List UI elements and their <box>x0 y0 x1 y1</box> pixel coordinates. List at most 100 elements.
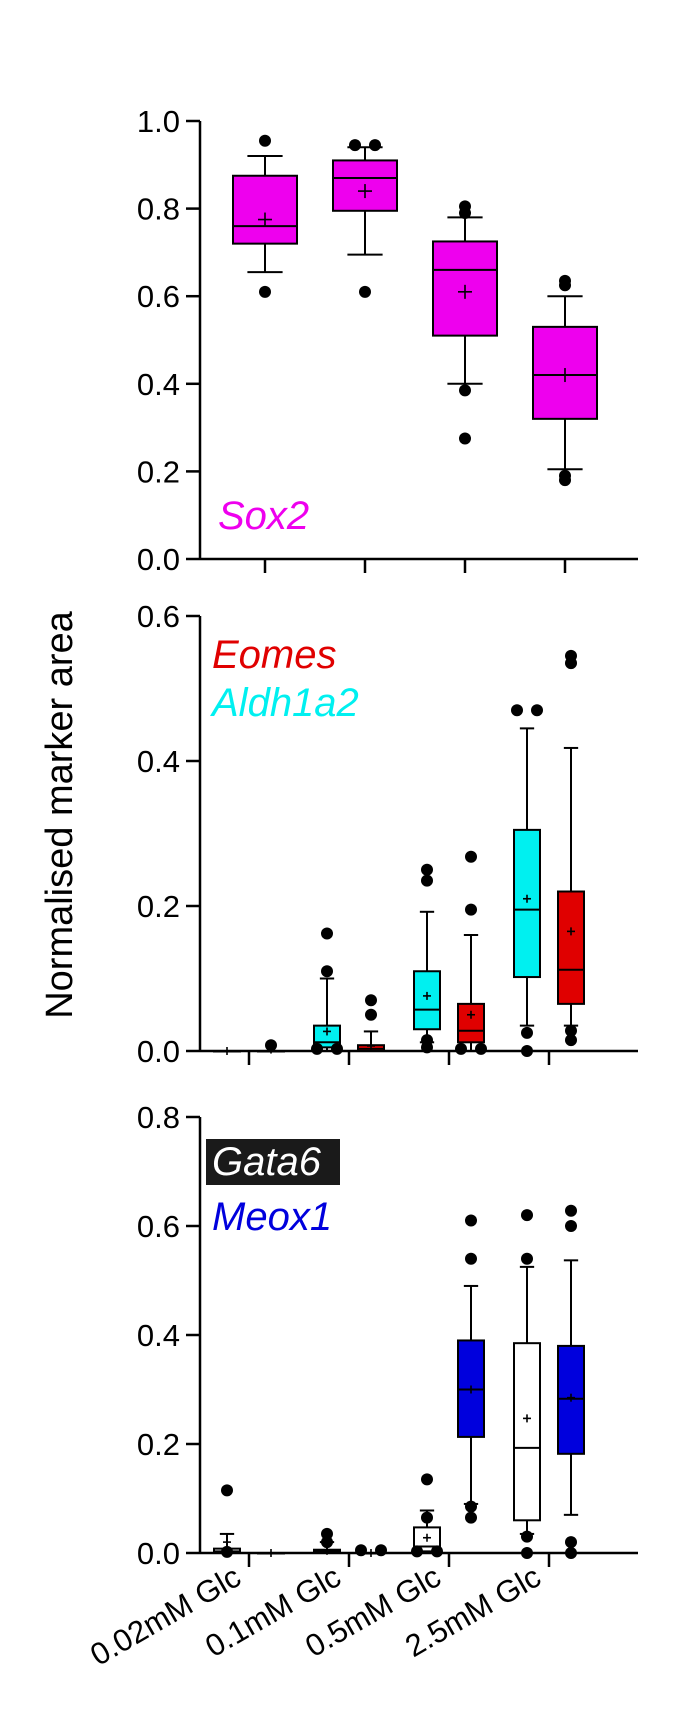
outlier-point <box>365 994 377 1007</box>
panel3-y-tick-label: 0.4 <box>137 1318 180 1353</box>
outlier-point <box>521 1547 533 1559</box>
panel3-y-tick-label: 0.2 <box>137 1427 180 1462</box>
outlier-point <box>465 1252 477 1265</box>
outlier-point <box>475 1042 487 1055</box>
panel2-aldh1a2-box <box>511 704 543 1057</box>
outlier-point <box>521 1209 533 1222</box>
outlier-point <box>565 1547 577 1559</box>
panel2-eomes-box <box>557 649 585 1047</box>
panel2-y-tick-label: 0.0 <box>137 1034 180 1069</box>
outlier-point <box>321 1527 333 1540</box>
panel2-aldh1a2-box <box>413 863 441 1054</box>
panel1-sox2-box <box>532 274 598 487</box>
panel3-gata6-box <box>313 1527 341 1555</box>
panel3-meox1-box <box>355 1544 387 1557</box>
panel3-meox1-box <box>557 1204 585 1559</box>
panel2-aldh1a2-box <box>213 1047 241 1055</box>
outlier-point <box>511 704 523 717</box>
panel3-legend-meox1: Meox1 <box>212 1195 332 1239</box>
outlier-point <box>421 1473 433 1486</box>
outlier-point <box>259 134 271 147</box>
panel3-y-tick-label: 0.0 <box>137 1536 180 1571</box>
iqr-box <box>457 1002 485 1044</box>
outlier-point <box>375 1544 387 1557</box>
outlier-point <box>465 1511 477 1524</box>
iqr-box <box>513 828 541 979</box>
outlier-point <box>565 649 577 662</box>
outlier-point <box>521 1530 533 1543</box>
panel1-legend-sox2: Sox2 <box>218 494 309 538</box>
outlier-point <box>369 139 381 152</box>
outlier-point <box>221 1484 233 1497</box>
outlier-point <box>221 1545 233 1558</box>
outlier-point <box>421 1034 433 1047</box>
outlier-point <box>559 274 571 287</box>
panel2-y-tick-label: 0.4 <box>137 744 180 779</box>
panel2-eomes-box <box>357 994 385 1052</box>
outlier-point <box>421 874 433 887</box>
panel2-y-tick-label: 0.2 <box>137 889 180 924</box>
panel1-y-tick-label: 0.4 <box>137 367 180 402</box>
panel3-y-tick-label: 0.8 <box>137 1100 180 1135</box>
outlier-point <box>459 384 471 397</box>
outlier-point <box>565 1204 577 1217</box>
outlier-point <box>465 850 477 863</box>
iqr-box <box>413 970 441 1031</box>
outlier-point <box>421 863 433 876</box>
chart-panels: 0.0 0.2 0.4 0.6 0.8 1.0 Sox2 0.0 0.2 0.4 0.6 EomesA… <box>137 104 638 1571</box>
panel3-meox1-box <box>457 1214 485 1524</box>
outlier-point <box>421 1511 433 1524</box>
outlier-point <box>431 1545 443 1558</box>
panel3-gata6-box <box>411 1473 443 1558</box>
outlier-point <box>465 1500 477 1513</box>
panel2-aldh1a2-box <box>311 927 343 1055</box>
outlier-point <box>531 704 543 717</box>
panel2-legend-aldh1a2: Aldh1a2 <box>210 681 359 725</box>
iqr-box <box>513 1342 541 1522</box>
panel3-y-tick-label: 0.6 <box>137 1209 180 1244</box>
panel3-gata6-box <box>213 1484 241 1558</box>
outlier-point <box>349 139 361 152</box>
panel1-sox2-box <box>232 134 298 298</box>
outlier-point <box>321 965 333 978</box>
panel2-eomes-box <box>257 1039 285 1054</box>
panel2-legend-eomes: Eomes <box>212 633 337 677</box>
outlier-point <box>265 1039 277 1052</box>
panel1-sox2-box <box>432 200 498 445</box>
outlier-point <box>559 469 571 482</box>
panel3-legend-gata6: Gata6 <box>212 1140 322 1184</box>
outlier-point <box>455 1042 467 1055</box>
iqr-box <box>532 325 598 420</box>
panel3-legend-bg <box>206 1139 340 1185</box>
outlier-point <box>311 1042 323 1055</box>
panel1-y-tick-label: 0.8 <box>137 192 180 227</box>
outlier-point <box>521 1026 533 1039</box>
panel1-y-tick-label: 0.6 <box>137 279 180 314</box>
panel3-gata6-box <box>513 1209 541 1559</box>
outlier-point <box>521 1045 533 1057</box>
outlier-point <box>521 1252 533 1265</box>
outlier-point <box>331 1042 343 1055</box>
outlier-point <box>565 1536 577 1549</box>
panel1-y-tick-label: 0.0 <box>137 542 180 577</box>
outlier-point <box>355 1544 367 1557</box>
y-axis-label: Normalised marker area <box>39 610 81 1018</box>
outlier-point <box>459 200 471 213</box>
outlier-point <box>321 927 333 940</box>
outlier-point <box>565 1220 577 1232</box>
outlier-point <box>359 285 371 298</box>
iqr-box <box>232 174 298 245</box>
outlier-point <box>465 1214 477 1227</box>
panel2-eomes-box <box>455 850 487 1055</box>
outlier-point <box>411 1545 423 1558</box>
panel1-y-tick-label: 0.2 <box>137 454 180 489</box>
iqr-box <box>557 890 585 1005</box>
panel3-meox1-box <box>257 1549 285 1557</box>
outlier-point <box>565 1034 577 1047</box>
outlier-point <box>459 432 471 445</box>
panel2-y-tick-label: 0.6 <box>137 599 180 634</box>
outlier-point <box>465 903 477 916</box>
outlier-point <box>565 1024 577 1037</box>
